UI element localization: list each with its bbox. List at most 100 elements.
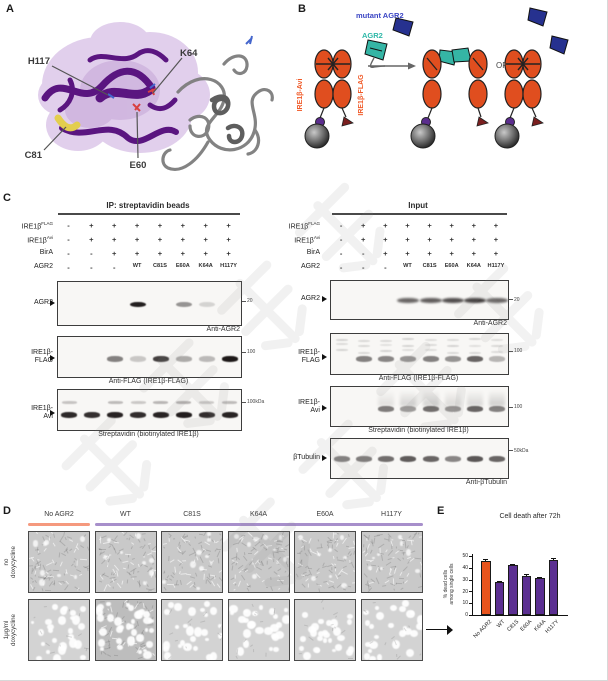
cell-texture <box>34 532 38 535</box>
cell-texture <box>59 540 66 547</box>
cell-blob <box>143 611 150 618</box>
or-label: OR <box>496 61 508 70</box>
cell-texture <box>275 543 283 547</box>
cell-texture <box>30 577 34 581</box>
cell-texture <box>330 567 333 571</box>
cell-texture <box>374 577 379 584</box>
cell-texture <box>169 559 175 563</box>
cell-texture <box>181 566 184 570</box>
cell-blob <box>273 613 278 619</box>
cell-blob <box>195 586 201 591</box>
blot-noise-band <box>336 343 349 346</box>
cell-texture <box>111 545 115 551</box>
cell-texture <box>147 542 151 545</box>
cell-texture <box>106 562 109 568</box>
panel-c-label: C <box>3 192 11 204</box>
cell-blob <box>206 537 212 543</box>
cell-texture <box>368 581 374 585</box>
condition-value: E60A <box>175 263 190 269</box>
cell-texture <box>43 547 47 552</box>
cell-blob <box>376 654 383 660</box>
cell-blob <box>48 628 53 633</box>
cell-texture <box>168 609 173 615</box>
cell-texture <box>143 555 146 558</box>
cell-texture <box>218 577 222 583</box>
cell-texture <box>37 552 41 555</box>
cell-texture <box>136 570 140 573</box>
blot-band <box>488 356 505 362</box>
condition-value: + <box>493 221 499 230</box>
cell-texture <box>194 572 198 577</box>
y-tick <box>469 556 472 557</box>
blot-band <box>221 356 238 362</box>
cell-blob <box>268 607 276 616</box>
cell-texture <box>163 546 166 549</box>
ire1b-flag-label: IRE1β-FLAG <box>358 74 365 116</box>
cell-blob <box>56 573 61 578</box>
cell-texture <box>59 561 63 566</box>
cell-blob <box>192 645 199 652</box>
cell-texture <box>69 574 74 578</box>
condition-value: K64A <box>198 263 213 269</box>
cell-texture <box>381 584 387 587</box>
blot-noise-band <box>446 339 459 342</box>
cell-blob <box>269 623 279 633</box>
condition-value: + <box>493 249 499 258</box>
cell-texture <box>345 545 350 548</box>
cell-texture <box>351 581 355 584</box>
cell-texture <box>342 565 347 569</box>
blot-noise-band <box>358 344 371 347</box>
cell-blob <box>178 644 183 649</box>
cell-texture <box>110 606 114 613</box>
cell-texture <box>352 540 355 545</box>
condition-value: + <box>203 249 208 258</box>
cell-blob <box>164 608 170 615</box>
cell-texture <box>126 579 129 585</box>
cell-blob <box>37 629 45 637</box>
cell-blob <box>367 566 373 571</box>
y-tick <box>469 591 472 593</box>
cell-blob <box>125 602 130 607</box>
blot-target-arrow-icon <box>50 410 55 417</box>
cell-texture <box>79 558 87 561</box>
micrograph-column-header: No AGR2 <box>44 511 74 518</box>
cell-texture <box>147 544 150 549</box>
blot-target-label: IRE1β- Avi <box>298 399 320 415</box>
d-to-e-arrowhead-icon <box>447 625 453 635</box>
cell-blob <box>237 615 246 624</box>
cell-blob <box>30 620 35 624</box>
agr2-label: AGR2 <box>362 31 383 40</box>
cell-blob <box>59 606 68 615</box>
cell-texture <box>404 579 408 584</box>
cell-texture <box>244 569 249 573</box>
cell-texture <box>166 583 174 586</box>
cell-texture <box>117 558 122 563</box>
cell-blob <box>143 649 147 653</box>
cell-texture <box>86 546 89 551</box>
blot-target-label: IRE1β- Avi <box>31 404 53 420</box>
cell-texture <box>334 615 338 618</box>
cell-texture <box>261 579 265 582</box>
condition-value: + <box>383 221 388 230</box>
micrograph <box>94 531 157 593</box>
condition-value: + <box>405 221 410 230</box>
condition-value: + <box>157 221 163 230</box>
cell-blob <box>416 622 422 630</box>
residue-label-e60: E60 <box>130 160 147 171</box>
condition-value: - <box>361 263 365 272</box>
cell-blob <box>388 622 394 629</box>
cell-texture <box>32 586 36 591</box>
cell-texture <box>73 560 76 563</box>
condition-value: + <box>180 249 185 258</box>
cell-texture <box>347 585 351 588</box>
cell-blob <box>337 634 345 641</box>
condition-value: + <box>180 235 185 244</box>
cell-blob <box>217 633 222 640</box>
blot-band <box>198 301 215 308</box>
cell-texture <box>131 577 135 580</box>
blot-caption: Anti-AGR2 <box>473 320 507 327</box>
cell-texture <box>218 568 222 574</box>
blot-band <box>356 356 373 362</box>
cell-texture <box>374 534 381 537</box>
cell-texture <box>418 535 422 538</box>
